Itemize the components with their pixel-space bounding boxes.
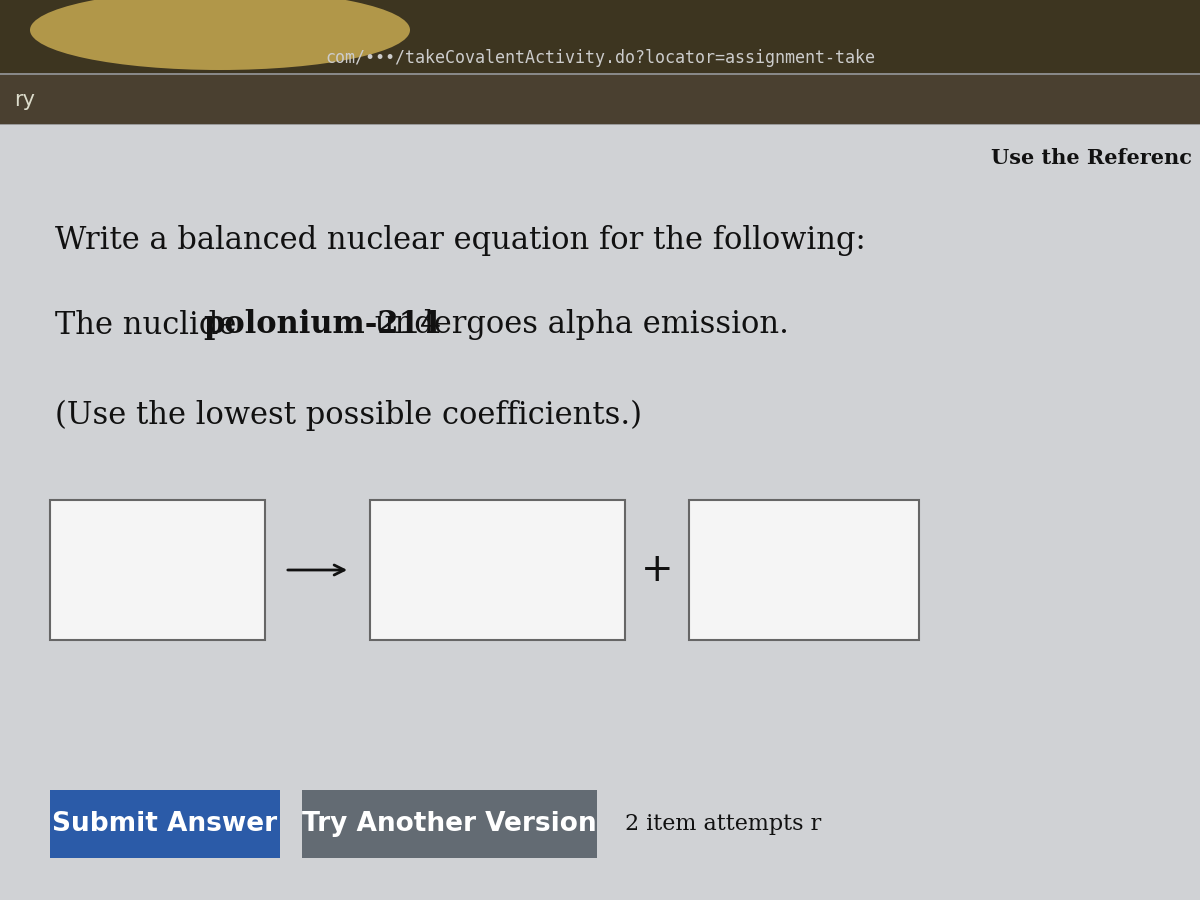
Bar xyxy=(689,500,919,640)
Text: Write a balanced nuclear equation for the following:: Write a balanced nuclear equation for th… xyxy=(55,224,865,256)
Text: Use the Referenc: Use the Referenc xyxy=(991,148,1192,168)
Ellipse shape xyxy=(30,0,410,70)
Text: Submit Answer: Submit Answer xyxy=(53,811,277,837)
Bar xyxy=(0,0,1200,75)
Text: com/•••/takeCovalentActivity.do?locator=assignment-take: com/•••/takeCovalentActivity.do?locator=… xyxy=(325,49,875,67)
Bar xyxy=(0,125,1200,900)
Bar xyxy=(0,75,1200,125)
Text: undergoes alpha emission.: undergoes alpha emission. xyxy=(365,310,788,340)
Text: Try Another Version: Try Another Version xyxy=(302,811,596,837)
Text: polonium-214: polonium-214 xyxy=(203,310,442,340)
Text: The nuclide: The nuclide xyxy=(55,310,246,340)
Text: (Use the lowest possible coefficients.): (Use the lowest possible coefficients.) xyxy=(55,400,642,430)
Text: +: + xyxy=(641,551,673,589)
Text: 2 item attempts r: 2 item attempts r xyxy=(625,813,821,835)
Text: ry: ry xyxy=(14,90,35,110)
Bar xyxy=(0,73,1200,75)
Bar xyxy=(302,790,598,858)
Bar xyxy=(0,124,1200,125)
Bar xyxy=(370,500,625,640)
Bar xyxy=(50,790,280,858)
Bar xyxy=(50,500,265,640)
